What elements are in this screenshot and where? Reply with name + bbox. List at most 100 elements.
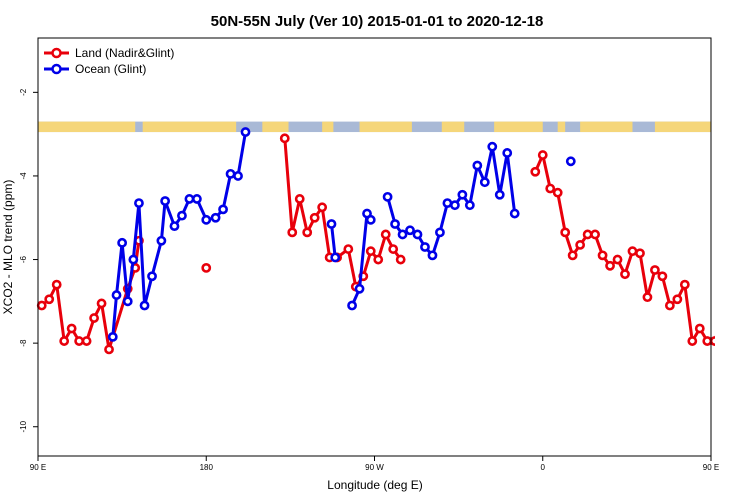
plot-frame xyxy=(37,37,712,457)
y-tick-label: -6 xyxy=(19,255,28,263)
series-land xyxy=(36,133,748,355)
strip-land-segment xyxy=(359,121,412,133)
data-point-land xyxy=(530,166,541,177)
data-point-land xyxy=(380,229,391,240)
y-tick-label: -2 xyxy=(19,88,28,96)
x-tick-label: 0 xyxy=(541,463,546,472)
data-point-land xyxy=(104,344,114,355)
data-point-land xyxy=(741,306,748,313)
data-point-land xyxy=(294,194,305,204)
data-point-land xyxy=(537,150,548,160)
data-point-ocean xyxy=(111,290,122,300)
data-point-ocean xyxy=(565,156,576,167)
data-point-land xyxy=(44,294,55,305)
data-point-ocean xyxy=(390,219,400,229)
data-point-ocean xyxy=(225,168,236,179)
data-point-ocean xyxy=(365,214,376,225)
data-point-ocean xyxy=(397,229,408,240)
series-line-land xyxy=(40,138,715,351)
data-point-land xyxy=(388,244,399,254)
data-point-land xyxy=(302,227,313,238)
data-point-land xyxy=(605,260,615,271)
data-point-land xyxy=(620,269,630,280)
data-point-ocean xyxy=(472,160,483,171)
data-point-ocean xyxy=(487,141,498,152)
data-point-land xyxy=(365,246,376,257)
data-point-ocean xyxy=(128,254,139,265)
data-point-ocean xyxy=(502,148,513,158)
y-tick-label: -4 xyxy=(19,172,28,180)
data-point-land xyxy=(687,336,698,346)
strip-land-segment xyxy=(322,121,334,133)
data-point-land xyxy=(74,336,85,346)
data-point-land xyxy=(309,212,320,223)
data-point-land xyxy=(734,346,741,353)
x-tick-label: 90 W xyxy=(365,463,384,472)
data-point-ocean xyxy=(218,204,228,215)
strip-land-segment xyxy=(654,121,711,133)
data-point-land xyxy=(395,254,406,265)
data-point-land xyxy=(89,313,99,323)
chart-title: 50N-55N July (Ver 10) 2015-01-01 to 2020… xyxy=(211,13,544,30)
data-point-land xyxy=(59,336,70,346)
data-point-land xyxy=(66,323,77,334)
data-point-ocean xyxy=(412,229,423,240)
strip-land-segment xyxy=(557,121,566,133)
data-point-ocean xyxy=(382,191,393,202)
data-point-land xyxy=(343,244,354,254)
series-ocean xyxy=(107,127,746,342)
data-point-ocean xyxy=(107,331,118,342)
data-point-land xyxy=(373,254,384,265)
data-point-ocean xyxy=(184,194,195,204)
data-point-ocean xyxy=(405,225,415,236)
strip-land-segment xyxy=(142,121,237,133)
strip-land-segment xyxy=(494,121,543,133)
data-point-ocean xyxy=(420,242,430,252)
data-point-land xyxy=(582,229,593,240)
data-point-ocean xyxy=(160,196,171,206)
strip-land-segment xyxy=(38,121,136,133)
data-point-ocean xyxy=(134,198,144,209)
legend-marker-ocean xyxy=(51,63,62,75)
y-tick-label: -10 xyxy=(19,420,28,432)
data-point-ocean xyxy=(739,291,746,298)
data-point-land xyxy=(567,250,578,261)
data-point-ocean xyxy=(177,210,187,221)
legend-label-ocean: Ocean (Glint) xyxy=(75,62,146,76)
data-point-land xyxy=(635,248,645,259)
data-point-ocean xyxy=(435,227,445,238)
strip-land-segment xyxy=(262,121,289,133)
data-point-land xyxy=(702,336,713,346)
data-point-land xyxy=(590,229,600,240)
data-point-land xyxy=(51,279,62,290)
y-tick-label: -8 xyxy=(19,339,28,347)
legend-marker-land xyxy=(51,47,62,59)
data-point-land xyxy=(560,227,571,238)
data-point-land xyxy=(81,336,92,346)
data-point-land xyxy=(597,250,608,261)
data-point-ocean xyxy=(147,271,157,282)
data-point-land xyxy=(627,246,638,257)
data-point-ocean xyxy=(479,177,490,188)
data-point-land xyxy=(672,294,683,305)
legend: Land (Nadir&Glint) Ocean (Glint) xyxy=(44,46,174,76)
data-point-land xyxy=(36,300,47,311)
data-point-land xyxy=(612,254,623,265)
data-point-land xyxy=(719,314,726,321)
data-point-land xyxy=(545,183,556,194)
data-point-ocean xyxy=(210,212,221,223)
data-point-land xyxy=(287,227,298,238)
data-point-ocean xyxy=(156,235,167,246)
data-point-land xyxy=(552,187,563,198)
data-point-ocean xyxy=(330,252,341,263)
data-point-ocean xyxy=(192,194,202,204)
data-point-land xyxy=(279,133,290,144)
data-point-land xyxy=(709,336,715,346)
data-point-ocean xyxy=(169,221,180,231)
data-point-land xyxy=(575,240,586,250)
x-axis-label: Longitude (deg E) xyxy=(327,478,422,492)
data-point-land xyxy=(664,300,675,311)
data-point-land xyxy=(694,323,705,334)
series-layer xyxy=(36,127,748,355)
